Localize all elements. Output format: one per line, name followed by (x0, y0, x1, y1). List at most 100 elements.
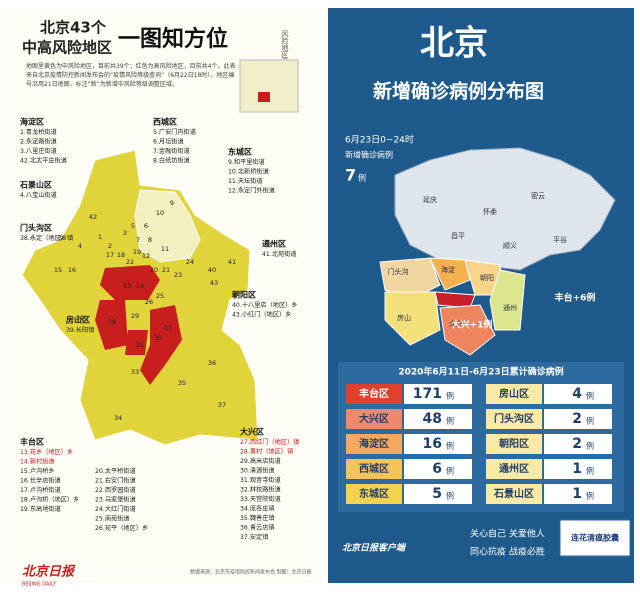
map-label: 顺义 (503, 242, 517, 250)
map-number: 38 (58, 234, 66, 242)
map-number: 29 (131, 312, 139, 320)
map-number: 18 (117, 251, 125, 259)
district-item: 25.南苑街道 (95, 515, 130, 523)
inset-map (239, 59, 299, 113)
table-unit: 例 (586, 391, 594, 401)
count-cell (544, 409, 612, 429)
callout: 丰台+6例 (555, 292, 596, 304)
intro-box: 地图里黄色为中风险地区，目前共39个；红色为高风险地区，目前共4个。此表来自北京… (26, 63, 235, 88)
district-item: 13.花乡（地区）乡 (20, 448, 73, 456)
district-item: 9.和平里街道 (228, 158, 265, 166)
district-item: 11.天坛街道 (228, 177, 263, 185)
count-cell (544, 434, 612, 454)
logo-en: BEIJING DAILY (22, 582, 57, 588)
district-name: 海淀区 (20, 117, 44, 127)
slogan-2: 同心抗疫 战疫必胜 (470, 546, 545, 558)
map-number: 1 (98, 233, 102, 241)
district-cell (486, 384, 542, 404)
table-district: 东城区 (359, 487, 389, 500)
map-number: 23 (174, 271, 182, 279)
map-number: 26 (145, 298, 153, 306)
map-number: 41 (228, 258, 236, 266)
district-item: 33.天宫院街道 (240, 495, 281, 503)
table-unit: 例 (586, 491, 594, 501)
date: 6月23日0~24时 (345, 134, 414, 146)
table-unit: 例 (446, 391, 454, 401)
map-number: 2 (108, 242, 112, 250)
district-item: 2.永定路街道 (20, 138, 57, 146)
district-item: 42.北太平庄街道 (20, 157, 67, 165)
map-label: 昌平 (451, 232, 465, 240)
district-item: 12.永定门外街道 (228, 187, 275, 195)
left-map (21, 149, 259, 446)
district-cell (486, 409, 542, 429)
district-item: 32.林校路街道 (240, 486, 281, 494)
map-number: 25 (156, 292, 164, 300)
district-item: 15.卢沟桥乡 (20, 467, 55, 475)
district-item: 6.月坛街道 (153, 138, 184, 146)
north-districts (394, 147, 616, 271)
map-number: 24 (186, 258, 194, 266)
map-number: 22 (126, 258, 134, 266)
district-name: 大兴区 (240, 427, 264, 437)
map-number: 43 (210, 279, 218, 287)
district-item: 7.金融街街道 (153, 147, 190, 155)
table-count: 1 (572, 486, 582, 502)
map-number: 42 (89, 213, 97, 221)
district-cell (486, 484, 542, 504)
table-count: 5 (432, 486, 442, 502)
table-count: 6 (432, 461, 442, 477)
map-number: 40 (208, 266, 216, 274)
table-district: 房山区 (499, 387, 529, 400)
table-district: 西城区 (359, 462, 389, 475)
map-label: 平谷 (553, 235, 567, 244)
district-item: 1.青龙桥街道 (20, 128, 57, 136)
table-district: 朝阳区 (499, 437, 529, 450)
map-number: 7 (136, 236, 140, 244)
district-haidian (429, 257, 471, 291)
map-number: 15 (54, 266, 62, 274)
map-number: 31 (136, 341, 144, 349)
district-name: 丰台区 (20, 437, 44, 447)
district-item: 23.马家堡街道 (95, 496, 136, 504)
map-number: 35 (178, 379, 186, 387)
map-number: 10 (156, 209, 164, 217)
district-cell (346, 434, 402, 454)
district-name: 东城区 (228, 147, 252, 157)
map-number: 13 (123, 282, 131, 290)
district-item: 40.十八里店（地区）乡 (232, 301, 298, 309)
map-label: 海淀 (441, 265, 455, 274)
district-cell (346, 384, 402, 404)
district-item: 29.高米店街道 (240, 457, 281, 465)
map-label: 密云 (531, 191, 545, 200)
map-label: 延庆 (423, 195, 437, 204)
map-number: 6 (144, 222, 148, 230)
district-item: 4.八宝山街道 (20, 191, 57, 199)
district-cell (486, 434, 542, 454)
urban-core (134, 189, 201, 263)
map-number: 12 (142, 252, 150, 260)
district-item: 18.卢沟桥（地区）乡 (20, 496, 79, 504)
new-unit: 例 (358, 173, 366, 183)
map-number: 36 (208, 359, 216, 367)
district-item: 36.青云店镇 (240, 524, 275, 532)
table-unit: 例 (586, 416, 594, 426)
table-count: 16 (423, 436, 442, 452)
map-label: 怀柔 (483, 207, 497, 216)
district-cell (346, 409, 402, 429)
table-count: 2 (572, 411, 582, 427)
table-unit: 例 (446, 441, 454, 451)
product-box (559, 519, 631, 557)
table-count: 1 (572, 461, 582, 477)
count-cell (404, 484, 472, 504)
table-unit: 例 (586, 441, 594, 451)
district-item: 35.魏善庄镇 (240, 514, 275, 522)
high-risk-area (100, 265, 160, 300)
district-item: 34.庞各庄镇 (240, 505, 275, 513)
table-district: 丰台区 (359, 387, 389, 400)
count-cell (404, 409, 472, 429)
district-tongzhou (489, 269, 526, 331)
district-item: 17.卢沟桥街道 (20, 486, 61, 494)
table-district: 大兴区 (359, 412, 389, 425)
district-fangshan (384, 291, 441, 346)
